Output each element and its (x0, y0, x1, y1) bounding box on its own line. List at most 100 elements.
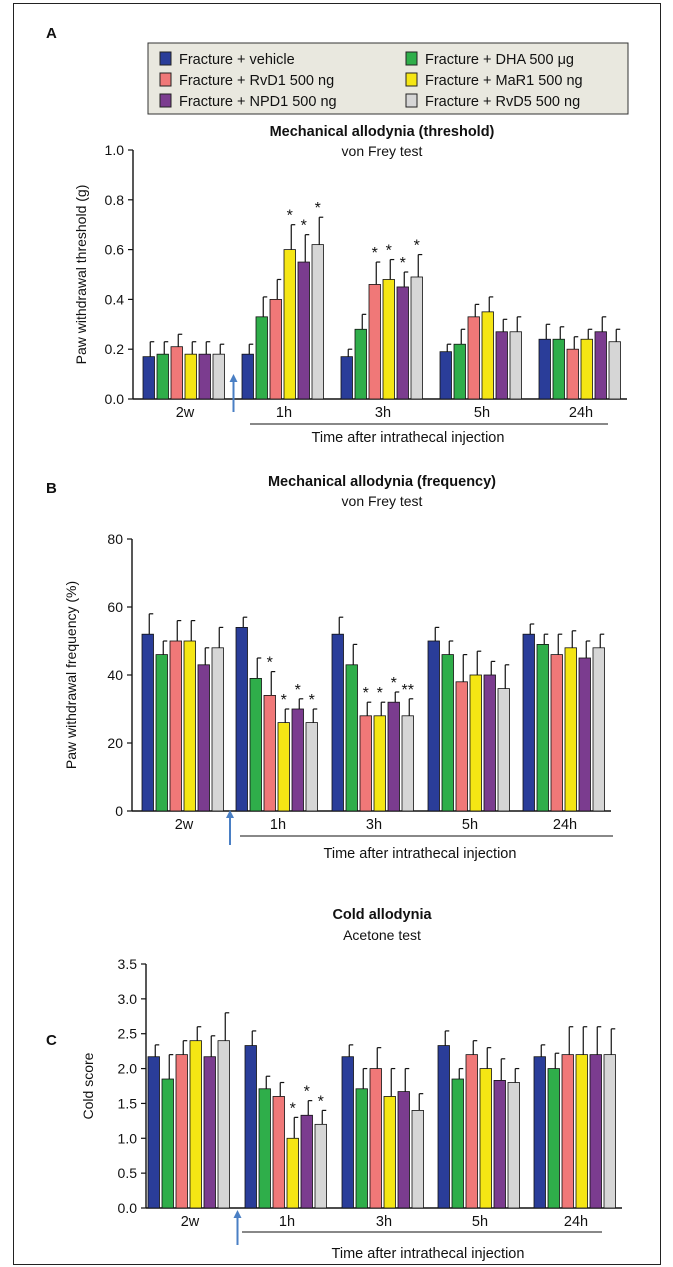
bar-NPD1 (197, 664, 210, 812)
bar-vehicle (340, 356, 353, 400)
injection-arrow-head (233, 1210, 242, 1218)
legend-swatch (405, 93, 418, 108)
legend-swatch (159, 51, 172, 66)
bar-DHA (453, 343, 466, 400)
x-category-label: 2w (175, 817, 194, 833)
bar-RvD1 (455, 681, 468, 812)
bar-DHA (451, 1078, 464, 1209)
significance-star: * (295, 682, 301, 699)
bar-DHA (552, 338, 565, 400)
bar-NPD1 (578, 657, 591, 812)
chart-title: Cold allodynia (332, 907, 432, 923)
y-tick-label: 0.2 (105, 341, 125, 357)
bar-NPD1 (198, 353, 211, 400)
panel-letter: A (46, 25, 57, 42)
x-category-label: 1h (270, 817, 286, 833)
legend-swatch (159, 72, 172, 87)
bar-MaR1 (481, 311, 494, 400)
bar-RvD1 (561, 1054, 574, 1209)
significance-star: ** (402, 682, 414, 699)
bar-MaR1 (286, 1137, 299, 1209)
bar-MaR1 (277, 722, 290, 812)
y-tick-label: 0 (115, 803, 123, 819)
bar-NPD1 (300, 1114, 313, 1209)
significance-star: * (386, 243, 392, 260)
bar-vehicle (341, 1056, 354, 1209)
bar-RvD1 (359, 715, 372, 812)
y-tick-label: 0.8 (105, 192, 125, 208)
bar-DHA (547, 1068, 560, 1209)
bar-vehicle (522, 633, 535, 812)
bar-vehicle (235, 627, 248, 812)
chart-title: Mechanical allodynia (frequency) (268, 474, 496, 490)
significance-star: * (414, 238, 420, 255)
bar-DHA (156, 353, 169, 400)
significance-star: * (301, 218, 307, 235)
legend-label: Fracture + vehicle (179, 52, 295, 68)
bar-RvD5 (608, 341, 621, 400)
x-category-label: 3h (376, 1214, 392, 1230)
chart-subtitle: Acetone test (343, 927, 421, 943)
bar-RvD1 (263, 695, 276, 812)
bar-MaR1 (382, 279, 395, 400)
x-category-label: 1h (279, 1214, 295, 1230)
significance-star: * (304, 1084, 310, 1101)
bar-NPD1 (483, 674, 496, 812)
y-axis-label: Paw withdrawal frequency (%) (63, 581, 79, 769)
bar-RvD5 (314, 1123, 327, 1209)
bar-RvD5 (311, 244, 324, 400)
significance-star: * (309, 692, 315, 709)
legend-label: Fracture + RvD5 500 ng (425, 94, 580, 110)
x-category-label: 1h (276, 405, 292, 421)
bar-RvD5 (592, 647, 605, 812)
bar-RvD5 (411, 1110, 424, 1209)
y-tick-label: 3.0 (118, 991, 138, 1007)
x-axis-label: Time after intrathecal injection (324, 846, 517, 862)
bar-RvD1 (465, 1054, 478, 1209)
y-tick-label: 60 (107, 599, 123, 615)
significance-star: * (281, 692, 287, 709)
bar-NPD1 (396, 286, 409, 400)
y-tick-label: 20 (107, 735, 123, 751)
bar-vehicle (533, 1056, 546, 1209)
legend-swatch (159, 93, 172, 108)
y-tick-label: 0.0 (105, 391, 125, 407)
bar-MaR1 (479, 1068, 492, 1209)
bar-DHA (255, 316, 268, 400)
significance-star: * (391, 675, 397, 692)
bar-DHA (355, 1088, 368, 1209)
bar-RvD1 (566, 348, 579, 400)
bar-NPD1 (495, 331, 508, 400)
bar-MaR1 (580, 338, 593, 400)
bar-NPD1 (387, 701, 400, 812)
bar-RvD5 (211, 647, 224, 812)
bar-RvD5 (305, 722, 318, 812)
bar-RvD1 (269, 298, 282, 400)
bar-vehicle (331, 633, 344, 812)
bar-vehicle (538, 338, 551, 400)
x-category-label: 24h (553, 817, 577, 833)
chart-subtitle: von Frey test (342, 143, 423, 159)
injection-arrow-head (226, 810, 234, 818)
bar-RvD1 (369, 1068, 382, 1209)
legend-label: Fracture + RvD1 500 ng (179, 73, 334, 89)
x-category-label: 24h (569, 405, 593, 421)
legend-swatch (405, 51, 418, 66)
x-category-label: 5h (474, 405, 490, 421)
bar-RvD5 (507, 1082, 520, 1209)
bar-RvD1 (169, 640, 182, 812)
bar-DHA (155, 654, 168, 812)
significance-star: * (318, 1093, 324, 1110)
legend-swatch (405, 72, 418, 87)
x-axis-label: Time after intrathecal injection (312, 430, 505, 446)
bar-RvD5 (401, 715, 414, 812)
bar-RvD5 (509, 331, 522, 400)
bar-vehicle (241, 353, 254, 400)
bar-DHA (354, 328, 367, 400)
y-axis-label: Cold score (80, 1052, 96, 1119)
y-tick-label: 0.0 (118, 1200, 138, 1216)
y-tick-label: 40 (107, 667, 123, 683)
panel-letter: B (46, 480, 57, 497)
significance-star: * (400, 255, 406, 272)
bar-vehicle (142, 356, 155, 400)
